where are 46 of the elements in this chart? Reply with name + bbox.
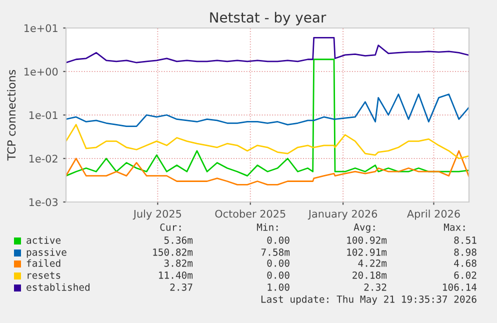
- text: 6.02: [454, 271, 476, 279]
- x-tick-label: April 2026: [407, 210, 460, 220]
- text: 11.40m: [159, 271, 193, 279]
- text: 2.37: [170, 283, 192, 291]
- x-tick-label: October 2025: [215, 210, 286, 218]
- text: 0.00: [267, 236, 290, 244]
- legend-label: resets: [28, 272, 60, 279]
- text: 5.36m: [164, 236, 193, 244]
- legend-label: passive: [26, 248, 66, 258]
- text: Last update: Thu May 21 19:35:37 2026: [261, 295, 476, 305]
- line-series: [66, 124, 469, 160]
- line-series: [66, 36, 469, 64]
- text: Max:: [444, 224, 465, 231]
- y-axis-title: TCP connections: [7, 70, 16, 161]
- text: 0.00: [267, 271, 290, 279]
- text: 8.51: [454, 236, 476, 244]
- line-series: [66, 150, 469, 186]
- text: 106.14: [443, 283, 477, 291]
- text: 102.91m: [347, 248, 387, 256]
- x-tick-label: July 2025: [132, 210, 182, 220]
- text: 0.00: [267, 259, 290, 267]
- x-tick-label: January 2026: [308, 210, 378, 220]
- chart-title: Netstat - by year: [210, 12, 326, 26]
- text: 7.58m: [261, 248, 290, 256]
- y-tick-label: 1e-01: [29, 111, 58, 120]
- text: 4.22m: [358, 259, 387, 267]
- line-series: [66, 94, 469, 127]
- legend-label: failed: [26, 259, 60, 267]
- text: 4.68: [454, 259, 476, 267]
- line-series: [66, 58, 469, 177]
- text: 20.18m: [352, 271, 387, 279]
- text: 3.82m: [164, 259, 193, 267]
- legend-label: active: [26, 236, 61, 244]
- text: Min:: [256, 223, 278, 231]
- text: 1.00: [268, 283, 290, 291]
- y-tick-label: 1e-03: [29, 198, 58, 206]
- text: Cur:: [160, 223, 181, 231]
- y-tick-label: 1e+01: [24, 24, 58, 32]
- text: 2.32: [364, 283, 386, 291]
- text: 100.92m: [347, 236, 387, 244]
- text: Avg:: [354, 224, 375, 233]
- text: 150.82m: [153, 248, 193, 256]
- y-tick-label: 1e-02: [29, 154, 58, 163]
- legend-label: established: [26, 283, 90, 291]
- text: 8.98: [454, 248, 476, 256]
- y-tick-label: 1e+00: [24, 68, 58, 76]
